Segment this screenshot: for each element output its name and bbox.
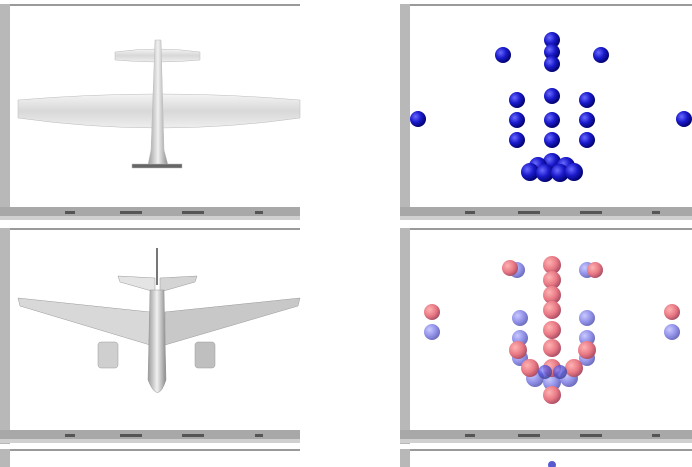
panel-bottom-right xyxy=(400,228,692,444)
panel-top-left xyxy=(0,4,300,220)
panel-partial-row xyxy=(0,449,692,467)
panel-frames xyxy=(0,4,692,467)
sphere-cluster-blue xyxy=(410,32,692,182)
panel-top-right xyxy=(400,4,692,220)
airplane-swept-wing xyxy=(17,248,301,393)
toolbar-icons xyxy=(65,211,660,437)
airplane-straight-wing xyxy=(17,39,301,169)
sphere-cluster-overlay xyxy=(424,256,680,404)
partial-sphere xyxy=(548,461,556,467)
panel-bottom-left xyxy=(0,228,300,444)
